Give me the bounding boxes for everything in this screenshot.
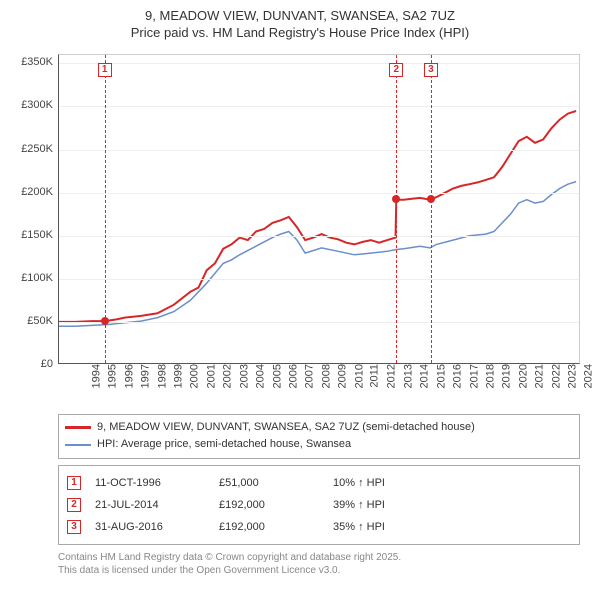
chart-container: 9, MEADOW VIEW, DUNVANT, SWANSEA, SA2 7U… bbox=[0, 0, 600, 590]
x-axis-tick: 2025 bbox=[595, 364, 600, 388]
sale-marker-dot bbox=[392, 195, 400, 203]
y-axis-tick: £200K bbox=[12, 186, 58, 198]
x-axis-tick: 2015 bbox=[431, 364, 447, 388]
legend: 9, MEADOW VIEW, DUNVANT, SWANSEA, SA2 7U… bbox=[58, 414, 580, 459]
series-line-hpi bbox=[59, 181, 576, 326]
plot-svg bbox=[59, 55, 581, 365]
x-axis-tick: 1999 bbox=[169, 364, 185, 388]
x-axis-tick: 1995 bbox=[103, 364, 119, 388]
y-axis-tick: £100K bbox=[12, 272, 58, 284]
y-axis-tick: £300K bbox=[12, 99, 58, 111]
y-axis-tick: £0 bbox=[12, 358, 58, 370]
series-line-property bbox=[59, 111, 576, 322]
sale-marker-line bbox=[396, 55, 397, 363]
x-axis-tick: 2014 bbox=[415, 364, 431, 388]
x-axis-tick: 2005 bbox=[267, 364, 283, 388]
x-axis-tick: 2007 bbox=[300, 364, 316, 388]
chart-title: 9, MEADOW VIEW, DUNVANT, SWANSEA, SA2 7U… bbox=[12, 8, 588, 42]
legend-row: HPI: Average price, semi-detached house,… bbox=[65, 436, 573, 454]
y-axis-tick: £350K bbox=[12, 56, 58, 68]
legend-row: 9, MEADOW VIEW, DUNVANT, SWANSEA, SA2 7U… bbox=[65, 419, 573, 437]
sales-table-row: 1 11-OCT-1996 £51,000 10% ↑ HPI bbox=[67, 472, 571, 494]
legend-label-property: 9, MEADOW VIEW, DUNVANT, SWANSEA, SA2 7U… bbox=[97, 419, 475, 437]
x-axis-tick: 2004 bbox=[251, 364, 267, 388]
sale-marker-dot bbox=[427, 195, 435, 203]
x-axis-tick: 1998 bbox=[152, 364, 168, 388]
y-axis-tick: £50K bbox=[12, 315, 58, 327]
x-axis-tick: 2003 bbox=[234, 364, 250, 388]
x-axis-tick: 2002 bbox=[218, 364, 234, 388]
title-line-1: 9, MEADOW VIEW, DUNVANT, SWANSEA, SA2 7U… bbox=[12, 8, 588, 25]
x-axis-tick: 2012 bbox=[382, 364, 398, 388]
sale-badge: 1 bbox=[67, 476, 81, 490]
x-axis-tick: 2013 bbox=[398, 364, 414, 388]
x-axis-tick: 2008 bbox=[316, 364, 332, 388]
y-axis-tick: £150K bbox=[12, 229, 58, 241]
sale-marker-dot bbox=[101, 317, 109, 325]
x-axis-tick: 1996 bbox=[119, 364, 135, 388]
sale-delta: 10% ↑ HPI bbox=[333, 472, 385, 494]
sale-marker-badge: 2 bbox=[389, 63, 403, 77]
x-axis-tick: 1994 bbox=[86, 364, 102, 388]
sales-table: 1 11-OCT-1996 £51,000 10% ↑ HPI 2 21-JUL-2014… bbox=[58, 465, 580, 545]
sale-price: £192,000 bbox=[219, 516, 319, 538]
x-axis-tick: 2019 bbox=[497, 364, 513, 388]
x-axis-tick: 2011 bbox=[365, 364, 381, 388]
x-axis-tick: 2021 bbox=[530, 364, 546, 388]
sale-marker-line bbox=[431, 55, 432, 363]
footnote-line-1: Contains HM Land Registry data © Crown c… bbox=[58, 551, 588, 564]
sale-date: 31-AUG-2016 bbox=[95, 516, 205, 538]
x-axis-tick: 2024 bbox=[579, 364, 595, 388]
x-axis-tick: 2022 bbox=[546, 364, 562, 388]
sale-delta: 39% ↑ HPI bbox=[333, 494, 385, 516]
sale-price: £192,000 bbox=[219, 494, 319, 516]
x-axis-tick: 2017 bbox=[464, 364, 480, 388]
sale-badge: 2 bbox=[67, 498, 81, 512]
legend-swatch-hpi bbox=[65, 444, 91, 446]
sale-marker-badge: 3 bbox=[424, 63, 438, 77]
sales-table-row: 3 31-AUG-2016 £192,000 35% ↑ HPI bbox=[67, 516, 571, 538]
x-axis-tick: 2018 bbox=[480, 364, 496, 388]
sale-date: 11-OCT-1996 bbox=[95, 472, 205, 494]
sale-delta: 35% ↑ HPI bbox=[333, 516, 385, 538]
x-axis-tick: 2020 bbox=[513, 364, 529, 388]
x-axis-tick: 2009 bbox=[333, 364, 349, 388]
y-axis-tick: £250K bbox=[12, 143, 58, 155]
x-axis-tick: 2016 bbox=[448, 364, 464, 388]
footnote: Contains HM Land Registry data © Crown c… bbox=[58, 551, 588, 577]
title-line-2: Price paid vs. HM Land Registry's House … bbox=[12, 25, 588, 42]
sale-marker-badge: 1 bbox=[98, 63, 112, 77]
sale-date: 21-JUL-2014 bbox=[95, 494, 205, 516]
legend-swatch-property bbox=[65, 426, 91, 429]
x-axis-tick: 2023 bbox=[563, 364, 579, 388]
sale-badge: 3 bbox=[67, 520, 81, 534]
x-axis-tick: 2000 bbox=[185, 364, 201, 388]
x-axis-tick: 2010 bbox=[349, 364, 365, 388]
x-axis-tick: 1997 bbox=[136, 364, 152, 388]
plot-area: 1 2 3 bbox=[58, 54, 580, 364]
x-axis-tick: 2001 bbox=[201, 364, 217, 388]
x-axis-tick: 2006 bbox=[283, 364, 299, 388]
chart-area: £0 £50K £100K £150K £200K £250K £300K £350K 1 2 3… bbox=[12, 48, 588, 408]
sales-table-row: 2 21-JUL-2014 £192,000 39% ↑ HPI bbox=[67, 494, 571, 516]
sale-price: £51,000 bbox=[219, 472, 319, 494]
footnote-line-2: This data is licensed under the Open Gov… bbox=[58, 564, 588, 577]
legend-label-hpi: HPI: Average price, semi-detached house,… bbox=[97, 436, 351, 454]
